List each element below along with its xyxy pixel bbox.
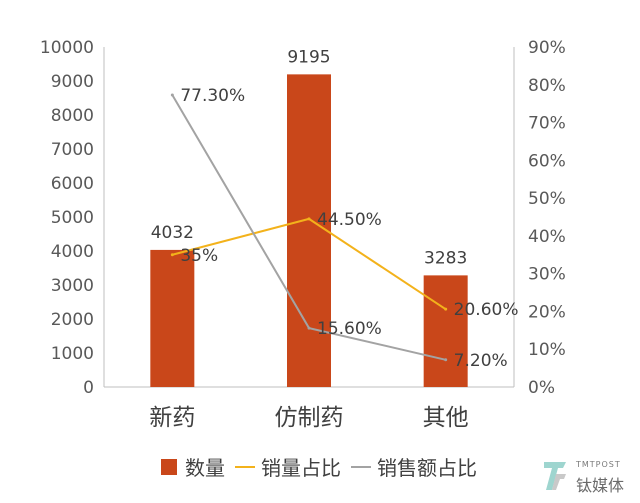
bar-data-label: 4032 xyxy=(151,223,194,243)
x-tick-label: 其他 xyxy=(423,405,469,431)
axes: 0 1000 2000 3000 4000 5000 6000 7000 8000 9000 100… xyxy=(40,38,566,431)
series-point xyxy=(444,307,448,311)
bar-data-label: 9195 xyxy=(287,47,330,67)
series-point xyxy=(307,326,311,330)
bar xyxy=(287,74,331,388)
line-data-label: 77.30% xyxy=(180,86,245,106)
y-right-tick-label: 30% xyxy=(528,265,566,285)
x-tick-label: 仿制药 xyxy=(275,405,344,431)
series-point xyxy=(307,217,311,221)
series-point xyxy=(170,253,174,257)
y-right-tick-label: 40% xyxy=(528,227,566,247)
legend-label: 销量占比 xyxy=(261,456,341,480)
y-left-tick-label: 1000 xyxy=(51,344,94,364)
y-left-tick-label: 5000 xyxy=(51,208,94,228)
legend-label: 销售额占比 xyxy=(377,456,477,480)
series-point xyxy=(444,358,448,362)
y-left-tick-label: 8000 xyxy=(51,106,94,126)
y-right-tick-label: 50% xyxy=(528,189,566,209)
line-data-label: 44.50% xyxy=(317,210,382,230)
y-left-tick-label: 7000 xyxy=(51,140,94,160)
y-right-tick-label: 0% xyxy=(528,378,555,398)
y-left-tick-label: 4000 xyxy=(51,242,94,262)
lines xyxy=(170,93,448,362)
y-right-tick-label: 90% xyxy=(528,38,566,58)
legend: 数量 销量占比 销售额占比 xyxy=(161,456,477,480)
bar xyxy=(423,275,468,387)
y-left-tick-label: 10000 xyxy=(40,38,94,58)
line-data-label: 35% xyxy=(180,246,218,266)
y-left-tick-label: 6000 xyxy=(51,174,94,194)
line-data-label: 7.20% xyxy=(454,351,508,371)
y-right-tick-label: 10% xyxy=(528,340,566,360)
y-right-tick-label: 60% xyxy=(528,151,566,171)
bars xyxy=(150,74,468,388)
y-left-tick-label: 3000 xyxy=(51,276,94,296)
y-right-tick-label: 70% xyxy=(528,114,566,134)
series-point xyxy=(170,93,174,97)
bar-data-label: 3283 xyxy=(424,248,467,268)
y-left-tick-label: 0 xyxy=(83,378,94,398)
watermark-main-text: 钛媒体 xyxy=(576,476,625,495)
data-labels: 4032 9195 3283 35% 44.50% 20.60% 77.30% 15.60% 7… xyxy=(151,47,519,370)
y-left-tick-label: 9000 xyxy=(51,72,94,92)
y-right-tick-label: 20% xyxy=(528,302,566,322)
y-right-tick-label: 80% xyxy=(528,76,566,96)
tmtpost-logo-icon xyxy=(544,462,566,490)
line-data-label: 20.60% xyxy=(454,300,519,320)
legend-swatch-bar xyxy=(161,459,177,475)
watermark-logo: TMTPOST 钛媒体 xyxy=(540,456,636,500)
line-data-label: 15.60% xyxy=(317,319,382,339)
y-left-tick-label: 2000 xyxy=(51,310,94,330)
x-tick-label: 新药 xyxy=(149,405,195,431)
bar xyxy=(150,249,195,387)
legend-label: 数量 xyxy=(185,456,225,480)
watermark-small-text: TMTPOST xyxy=(576,460,621,469)
